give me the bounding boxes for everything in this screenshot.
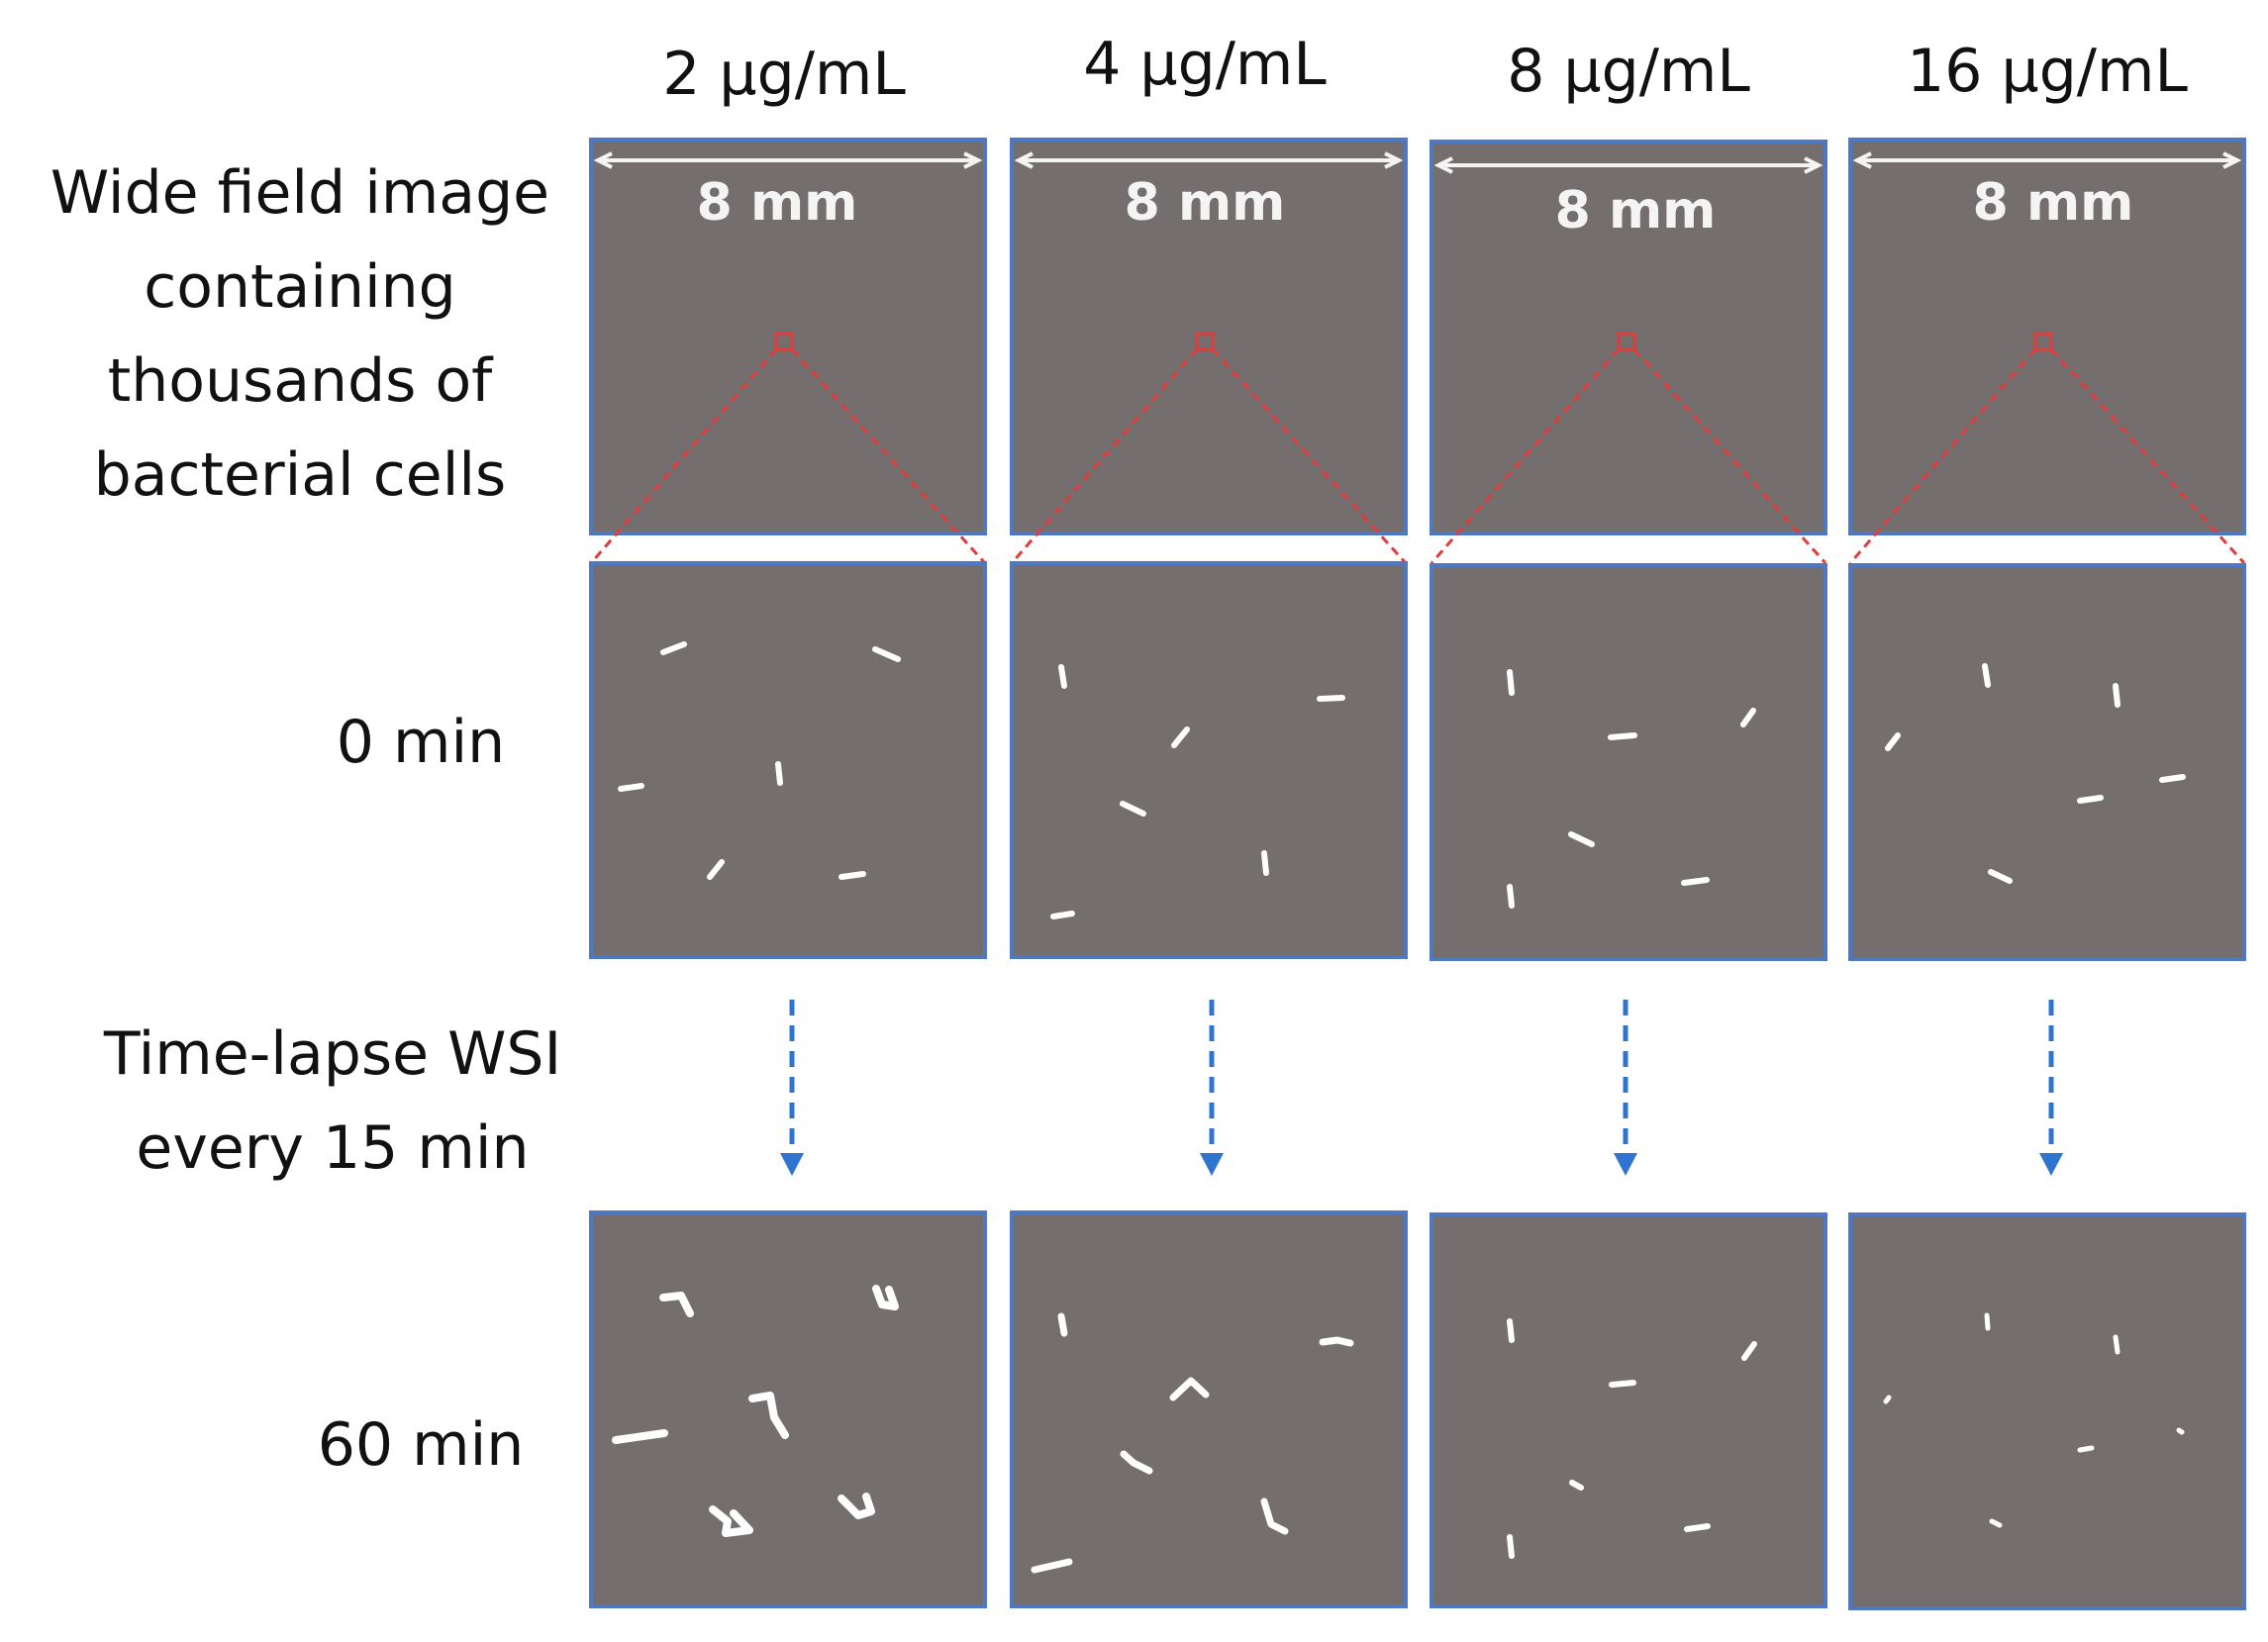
bacterial-cells <box>1885 663 2186 884</box>
row-label-line: Wide field image <box>50 158 549 228</box>
scale-bar-label: 8 mm <box>697 173 858 233</box>
image-panel-0min <box>1010 561 1408 959</box>
wide-field-panel <box>589 138 987 535</box>
zoom-indicator-lines <box>1010 347 1408 565</box>
wide-field-panel <box>1848 138 2246 535</box>
wide-field-panel <box>1010 138 1408 535</box>
zoom-region-marker <box>2033 332 2053 351</box>
zoom-indicator-lines <box>1430 348 1827 564</box>
scale-bar <box>593 151 983 169</box>
concentration-label: 16 µg/mL <box>1907 37 2188 106</box>
image-panel-60min <box>589 1210 987 1608</box>
scale-bar-label: 8 mm <box>1973 173 2134 233</box>
timelapse-label: Time-lapse WSI every 15 min <box>103 1019 561 1183</box>
time-60-label: 60 min <box>318 1410 525 1480</box>
zoom-region-marker <box>1617 332 1636 351</box>
bacterial-cells <box>1507 1318 1757 1559</box>
concentration-label: 4 µg/mL <box>1083 30 1327 99</box>
down-arrow <box>1614 1000 1637 1176</box>
image-panel-60min <box>1430 1212 1827 1608</box>
image-panel-0min <box>1848 563 2246 961</box>
zoom-region-marker <box>1195 332 1215 351</box>
bacterial-cells <box>1507 669 1756 909</box>
bacterial-cells <box>1031 1312 1354 1574</box>
row-label-line: thousands of <box>108 346 494 416</box>
time-0-label: 0 min <box>337 708 505 777</box>
column-4ug: 8 mm <box>1010 138 1408 1608</box>
row-label-line: Time-lapse WSI <box>103 1019 561 1089</box>
wide-field-row-label: Wide field image containing thousands of… <box>50 158 549 510</box>
column-2ug: 8 mm <box>589 138 987 1608</box>
row-label-line: every 15 min <box>136 1113 529 1183</box>
image-panel-60min <box>1010 1210 1408 1608</box>
column-8ug: 8 mm <box>1430 140 1827 1608</box>
column-16ug: 8 mm <box>1848 138 2246 1610</box>
scale-bar <box>1852 151 2242 169</box>
bacterial-cells <box>618 641 901 880</box>
zoom-indicator-lines <box>589 347 987 565</box>
zoom-indicator-lines <box>1848 347 2246 565</box>
bacterial-cells <box>1883 1312 2185 1528</box>
down-arrow <box>2039 1000 2063 1176</box>
bacterial-cells <box>1050 664 1345 919</box>
concentration-label: 2 µg/mL <box>662 40 906 109</box>
image-panel-60min <box>1848 1212 2246 1610</box>
scale-bar-label: 8 mm <box>1125 173 1286 233</box>
scale-bar <box>1014 151 1404 169</box>
down-arrow <box>1200 1000 1224 1176</box>
image-panel-0min <box>589 561 987 959</box>
wide-field-panel <box>1430 140 1827 535</box>
row-label-line: containing <box>144 252 456 322</box>
scale-bar-label: 8 mm <box>1555 181 1717 241</box>
down-arrow <box>780 1000 804 1176</box>
bacterial-cells <box>612 1285 899 1537</box>
concentration-label: 8 µg/mL <box>1507 37 1750 106</box>
row-label-line: bacterial cells <box>94 440 507 510</box>
image-panel-0min <box>1430 563 1827 961</box>
zoom-region-marker <box>774 332 794 351</box>
scale-bar <box>1433 156 1824 174</box>
